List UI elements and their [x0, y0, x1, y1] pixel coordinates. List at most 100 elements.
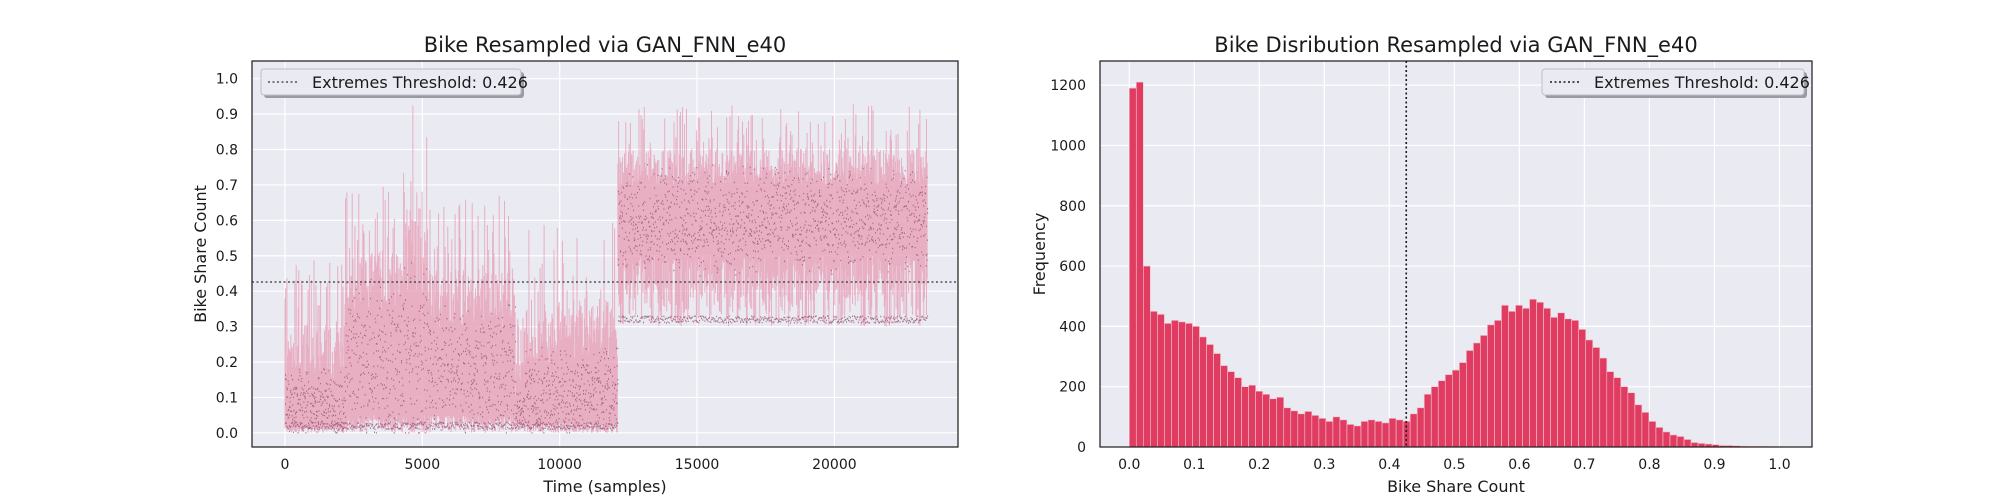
y-tick-label: 0.5: [216, 249, 238, 265]
histogram-bar: [1290, 410, 1299, 448]
histogram-bar: [1508, 310, 1516, 448]
histogram-bar: [1388, 418, 1397, 448]
x-tick-label: 20000: [812, 457, 857, 473]
x-tick-label: 5000: [404, 457, 440, 473]
histogram-bar: [1318, 418, 1327, 448]
y-tick-label: 800: [1059, 199, 1086, 215]
y-tick-label: 0.0: [216, 426, 238, 442]
histogram-bar: [1543, 307, 1551, 448]
histogram-bar: [1332, 416, 1341, 448]
histogram-bar: [1592, 347, 1601, 448]
histogram-bar: [1227, 371, 1235, 448]
histogram-bar: [1276, 396, 1285, 448]
legend: Extremes Threshold: 0.426: [260, 68, 528, 98]
y-tick-label: 0: [1077, 440, 1086, 456]
histogram-bar: [1402, 421, 1411, 448]
x-tick-label: 0.4: [1378, 457, 1400, 473]
y-tick-label: 0.7: [216, 178, 238, 194]
histogram-bar: [1430, 386, 1439, 448]
x-tick-label: 0.6: [1508, 457, 1530, 473]
x-tick-label: 0.3: [1313, 457, 1335, 473]
legend: Extremes Threshold: 0.426: [1541, 68, 1810, 98]
data-series: [284, 104, 929, 434]
histogram-bar: [1683, 439, 1692, 448]
x-axis-label: Time (samples): [542, 477, 666, 496]
histogram-bar: [1522, 307, 1530, 448]
histogram-bar: [1494, 320, 1502, 448]
histogram-bar: [1416, 407, 1425, 448]
histogram-bar: [1255, 390, 1263, 448]
histogram-chart: Bike Disribution Resampled via GAN_FNN_e…: [1030, 33, 1813, 496]
y-axis-label: Frequency: [1030, 213, 1049, 296]
histogram-bar: [1367, 419, 1376, 448]
x-tick-label: 0.1: [1183, 457, 1205, 473]
histogram-bar: [1234, 377, 1242, 448]
histogram-bar: [1599, 357, 1608, 448]
legend-label: Extremes Threshold: 0.426: [1594, 73, 1810, 92]
chart-title: Bike Resampled via GAN_FNN_e40: [424, 33, 786, 58]
histogram-bar: [1578, 329, 1587, 448]
legend-box: [1541, 68, 1805, 96]
y-tick-label: 0.2: [216, 355, 238, 371]
histogram-bar: [1304, 411, 1313, 448]
histogram-bars: [1128, 81, 1783, 448]
histogram-bar: [1606, 371, 1615, 448]
y-tick-label: 0.4: [216, 284, 238, 300]
histogram-bar: [1381, 422, 1390, 448]
x-tick-label: 0.2: [1248, 457, 1270, 473]
histogram-bar: [1262, 393, 1271, 448]
y-axis-label: Bike Share Count: [191, 185, 210, 323]
histogram-bar: [1669, 434, 1678, 448]
x-axis-label: Bike Share Count: [1387, 477, 1525, 496]
y-tick-label: 0.3: [216, 320, 238, 336]
histogram-bar: [1346, 424, 1355, 448]
x-tick-label: 10000: [537, 457, 582, 473]
x-tick-label: 1.0: [1768, 457, 1790, 473]
line-chart: Bike Resampled via GAN_FNN_e40 0 5000 1000…: [191, 33, 959, 496]
histogram-bar: [1135, 81, 1144, 448]
histogram-bar: [1676, 436, 1685, 448]
x-tick-label: 0.7: [1573, 457, 1595, 473]
histogram-bar: [1473, 342, 1481, 448]
x-tick-label: 0.5: [1443, 457, 1465, 473]
x-tick-label: 0.9: [1703, 457, 1725, 473]
histogram-bar: [1128, 87, 1137, 448]
histogram-bar: [1220, 365, 1228, 448]
histogram-bar: [1529, 298, 1537, 448]
tick-labels: 0 5000 10000 15000 20000 0.0 0.1 0.2 0.3 0.4 0.5 0.…: [216, 72, 857, 473]
series-points: [285, 164, 929, 434]
histogram-bar: [1241, 386, 1249, 448]
histogram-bar: [1423, 393, 1432, 448]
histogram-bar: [1150, 310, 1158, 448]
legend-label: Extremes Threshold: 0.426: [312, 73, 528, 92]
histogram-bar: [1571, 320, 1580, 448]
histogram-bar: [1325, 421, 1334, 448]
histogram-bar: [1613, 377, 1622, 448]
histogram-bar: [1634, 404, 1643, 448]
histogram-bar: [1437, 380, 1446, 448]
y-tick-label: 0.8: [216, 143, 238, 159]
histogram-bar: [1662, 431, 1671, 448]
histogram-bar: [1564, 318, 1572, 448]
histogram-bar: [1206, 344, 1214, 448]
histogram-bar: [1248, 384, 1256, 448]
histogram-bar: [1311, 415, 1320, 448]
plot-frame: [1099, 60, 1813, 448]
histogram-bar: [1536, 301, 1544, 448]
tick-labels: 0.0 0.1 0.2 0.3 0.4 0.5 0.6 0.7 0.8 0.9 1.0 0 200 400…: [1050, 78, 1790, 473]
histogram-bar: [1620, 386, 1629, 448]
y-tick-label: 1200: [1050, 78, 1086, 94]
histogram-bar: [1185, 323, 1193, 448]
y-tick-label: 1.0: [216, 72, 238, 88]
histogram-bar: [1143, 265, 1151, 448]
histogram-bar: [1353, 425, 1362, 448]
histogram-bar: [1297, 413, 1306, 448]
y-tick-label: 1000: [1050, 138, 1086, 154]
y-tick-label: 0.9: [216, 107, 238, 123]
histogram-bar: [1283, 407, 1292, 448]
histogram-bar: [1409, 413, 1418, 448]
histogram-bar: [1480, 335, 1488, 448]
y-tick-label: 400: [1059, 319, 1086, 335]
